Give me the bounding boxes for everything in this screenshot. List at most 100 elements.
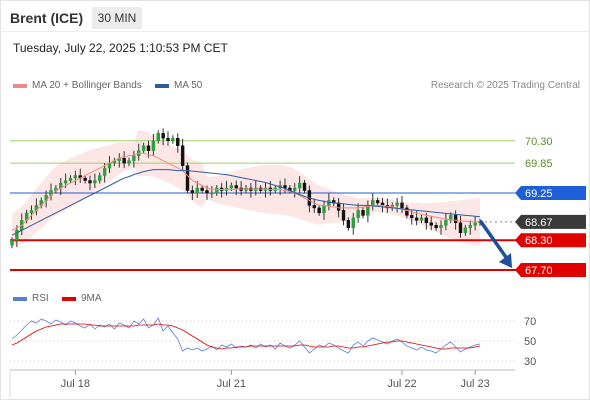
forecast-arrow (479, 220, 512, 269)
rsi-panel: 70 50 30 (10, 316, 536, 368)
x-tick-label: Jul 22 (387, 378, 416, 390)
instrument-title: Brent (ICE) (10, 10, 84, 26)
candle-up (297, 182, 302, 189)
candle-down (283, 185, 287, 189)
candle-down (200, 187, 204, 191)
credit-text: Research © 2025 Trading Central (430, 80, 580, 91)
rsi-legend-label: RSI (32, 293, 49, 304)
level-label-5: 67.70 (525, 265, 553, 277)
rsi-line (11, 317, 481, 354)
level-tag-3 (515, 214, 586, 229)
candles-layer (10, 128, 482, 249)
rsi-swatch (13, 296, 27, 301)
candle-up (156, 133, 160, 142)
candle-up (132, 155, 136, 161)
candle-down (414, 217, 419, 221)
ma50-line (11, 169, 481, 236)
candle-up (371, 200, 375, 206)
candle-down (166, 138, 170, 142)
candle-up (215, 187, 219, 194)
candle-up (141, 145, 146, 151)
legend-ma50: MA 50 (155, 80, 202, 91)
x-tick-label: Jul 18 (61, 378, 90, 390)
forecast-arrow-head (499, 253, 512, 269)
candle-down (88, 180, 92, 184)
rsi-9ma-line (11, 323, 481, 350)
ma9-swatch (62, 296, 76, 301)
level-label-2: 69.25 (525, 188, 553, 200)
candle-up (102, 167, 107, 176)
candle-up (293, 187, 297, 191)
candle-down (146, 145, 151, 151)
candle-down (361, 210, 365, 216)
legend-9ma: 9MA (62, 293, 102, 304)
candle-up (98, 175, 102, 181)
x-tick-label: Jul 23 (460, 378, 489, 390)
candle-up (229, 185, 234, 189)
candle-down (410, 215, 414, 219)
header-divider (0, 31, 590, 32)
candle-up (171, 138, 175, 142)
candle-down (429, 222, 433, 226)
candle-up (151, 140, 156, 151)
candle-down (458, 222, 463, 234)
ma20-swatch (13, 83, 27, 88)
candle-up (449, 215, 453, 221)
candle-down (83, 177, 87, 181)
candle-down (312, 205, 316, 209)
ma50-legend-label: MA 50 (174, 80, 203, 91)
candle-down (122, 157, 126, 164)
candle-up (395, 202, 399, 206)
ma9-legend-label: 9MA (81, 293, 102, 304)
candle-up (473, 222, 477, 226)
legend-rsi: RSI (13, 293, 49, 304)
candle-up (10, 239, 14, 246)
candle-up (127, 160, 131, 164)
datetime-label: Tuesday, July 22, 2025 1:10:53 PM CET (13, 41, 228, 55)
rsi-tick-label: 70 (524, 316, 536, 328)
candle-up (463, 227, 468, 234)
candle-up (322, 205, 326, 214)
candle-down (161, 133, 165, 139)
rsi-tick-label: 50 (524, 336, 536, 348)
timeframe-button[interactable]: 30 MIN (92, 7, 142, 29)
candle-down (434, 225, 438, 229)
level-tag-4 (515, 233, 586, 248)
x-tick-label: Jul 21 (217, 378, 246, 390)
candle-up (444, 220, 448, 226)
candle-up (210, 192, 214, 195)
candle-down (317, 207, 321, 214)
legend-ma20: MA 20 + Bollinger Bands (13, 80, 142, 91)
candle-down (375, 200, 380, 204)
candle-down (185, 165, 190, 191)
candle-up (63, 180, 68, 184)
level-label-0: 70.30 (525, 136, 553, 148)
candle-up (351, 217, 355, 229)
level-label-1: 69.85 (525, 158, 553, 170)
level-label-4: 68.30 (525, 235, 553, 247)
candle-down (400, 202, 404, 209)
candle-down (205, 190, 209, 194)
candle-down (405, 207, 409, 216)
rsi-tick-label: 30 (524, 356, 536, 368)
candle-down (176, 138, 180, 146)
candle-down (234, 185, 238, 189)
candle-down (341, 210, 346, 221)
candle-down (302, 182, 307, 191)
candle-up (356, 210, 360, 219)
candle-down (336, 202, 341, 211)
candle-down (346, 220, 351, 229)
candle-up (29, 210, 34, 214)
candle-up (15, 230, 19, 241)
ma50-swatch (155, 83, 169, 88)
ma20-legend-label: MA 20 + Bollinger Bands (32, 80, 142, 91)
level-label-3: 68.67 (525, 217, 553, 229)
candle-down (190, 190, 195, 194)
candle-up (93, 180, 97, 184)
candle-up (195, 187, 199, 194)
candle-up (73, 175, 78, 179)
level-tag-5 (515, 263, 586, 278)
x-axis: Jul 18 Jul 21 Jul 22 Jul 23 (9, 369, 515, 398)
level-tag-2 (515, 185, 586, 200)
candle-up (439, 225, 443, 229)
